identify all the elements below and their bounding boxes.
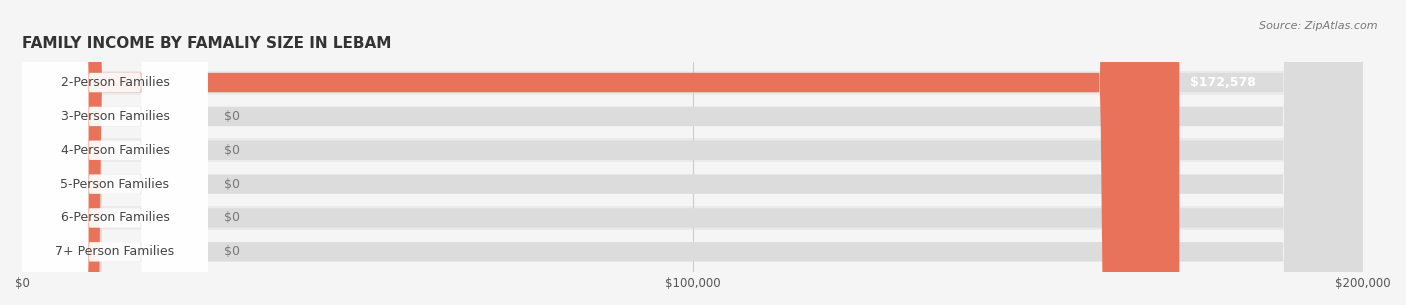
FancyBboxPatch shape: [22, 0, 208, 305]
FancyBboxPatch shape: [22, 0, 208, 305]
Text: $0: $0: [224, 178, 239, 191]
Text: Source: ZipAtlas.com: Source: ZipAtlas.com: [1260, 21, 1378, 31]
Text: 3-Person Families: 3-Person Families: [60, 110, 169, 123]
Bar: [22, 70, 1364, 95]
Bar: [22, 138, 1364, 162]
Text: $172,578: $172,578: [1189, 76, 1256, 89]
FancyBboxPatch shape: [22, 0, 1180, 305]
FancyBboxPatch shape: [22, 0, 1364, 305]
Text: 5-Person Families: 5-Person Families: [60, 178, 170, 191]
Text: 4-Person Families: 4-Person Families: [60, 144, 169, 157]
FancyBboxPatch shape: [22, 0, 208, 305]
Text: $0: $0: [224, 245, 239, 258]
Bar: [22, 206, 1364, 230]
Bar: [22, 104, 1364, 128]
FancyBboxPatch shape: [22, 0, 208, 305]
Text: $0: $0: [224, 144, 239, 157]
FancyBboxPatch shape: [22, 0, 208, 305]
Text: $0: $0: [224, 211, 239, 224]
FancyBboxPatch shape: [22, 0, 1364, 305]
Text: 7+ Person Families: 7+ Person Families: [55, 245, 174, 258]
Text: 6-Person Families: 6-Person Families: [60, 211, 169, 224]
Text: 2-Person Families: 2-Person Families: [60, 76, 169, 89]
FancyBboxPatch shape: [22, 0, 1364, 305]
Text: $0: $0: [224, 110, 239, 123]
Bar: [22, 172, 1364, 196]
FancyBboxPatch shape: [22, 0, 1364, 305]
Bar: [22, 240, 1364, 264]
FancyBboxPatch shape: [22, 0, 208, 305]
FancyBboxPatch shape: [22, 0, 1364, 305]
FancyBboxPatch shape: [22, 0, 1364, 305]
Text: FAMILY INCOME BY FAMALIY SIZE IN LEBAM: FAMILY INCOME BY FAMALIY SIZE IN LEBAM: [22, 36, 392, 51]
